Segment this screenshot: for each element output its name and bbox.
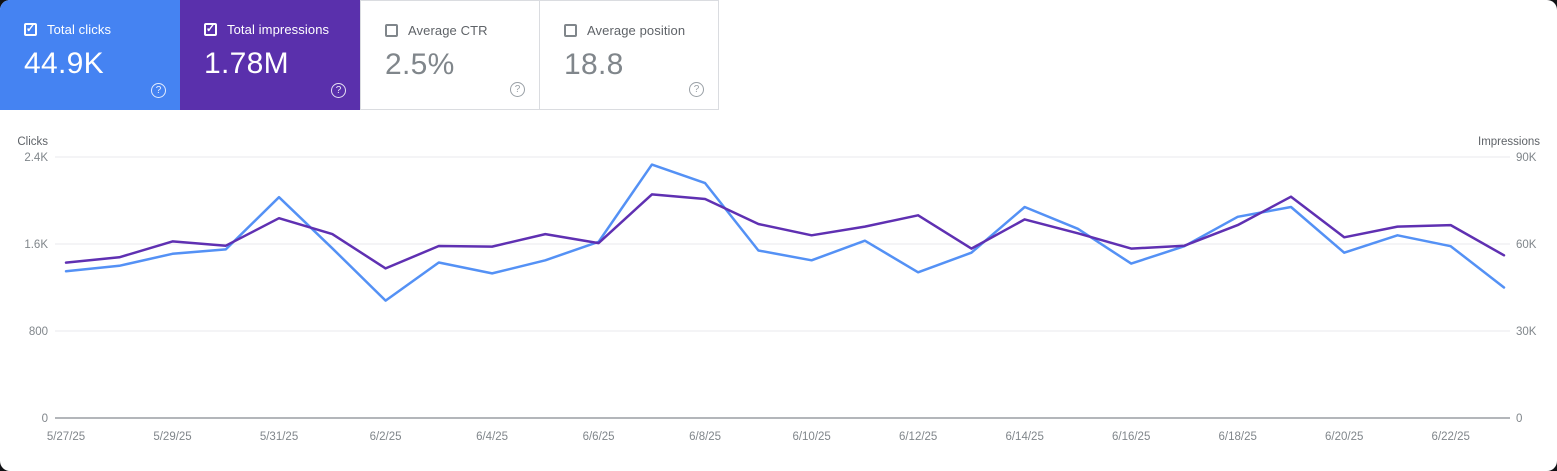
total-impressions-checkbox[interactable]: ✓ xyxy=(204,23,217,36)
clicks-impressions-line-chart[interactable]: Clicks Impressions 2.4K 90K 1.6K 60K 800 30K 0 0 5… xyxy=(0,111,1557,471)
metric-tiles-row: ✓ Total clicks 44.9K ? ✓ Total impressio… xyxy=(0,0,719,110)
average-ctr-header: Average CTR xyxy=(385,23,539,38)
average-position-value: 18.8 xyxy=(564,48,624,81)
total-clicks-tile[interactable]: ✓ Total clicks 44.9K ? xyxy=(0,0,180,110)
average-ctr-checkbox[interactable] xyxy=(385,24,398,37)
total-clicks-label: Total clicks xyxy=(47,22,112,37)
x-axis-tick: 6/8/25 xyxy=(689,431,721,443)
total-impressions-value: 1.78M xyxy=(204,47,289,80)
x-axis-tick: 6/16/25 xyxy=(1112,431,1150,443)
x-axis-tick: 6/14/25 xyxy=(1005,431,1043,443)
right-axis-tick: 0 xyxy=(1516,413,1522,425)
left-axis-tick: 0 xyxy=(42,413,48,425)
left-axis-title: Clicks xyxy=(17,136,48,148)
x-axis-tick: 5/29/25 xyxy=(153,431,191,443)
right-axis-tick: 90K xyxy=(1516,152,1537,164)
right-axis-tick: 30K xyxy=(1516,326,1537,338)
total-clicks-header: ✓ Total clicks xyxy=(24,22,180,37)
impressions-line xyxy=(64,193,1506,270)
average-position-label: Average position xyxy=(587,23,686,38)
average-ctr-label: Average CTR xyxy=(408,23,488,38)
x-axis-tick: 6/12/25 xyxy=(899,431,937,443)
right-axis-tick: 60K xyxy=(1516,239,1537,251)
total-clicks-value: 44.9K xyxy=(24,47,104,80)
x-axis-tick: 6/4/25 xyxy=(476,431,508,443)
help-icon[interactable]: ? xyxy=(689,82,704,97)
average-position-checkbox[interactable] xyxy=(564,24,577,37)
help-icon[interactable]: ? xyxy=(151,83,166,98)
x-axis-tick: 5/31/25 xyxy=(260,431,298,443)
left-axis-tick: 1.6K xyxy=(24,239,48,251)
x-axis-tick: 6/20/25 xyxy=(1325,431,1363,443)
performance-chart[interactable]: Clicks Impressions 2.4K 90K 1.6K 60K 800 30K 0 0 5… xyxy=(0,111,1557,471)
total-impressions-header: ✓ Total impressions xyxy=(204,22,360,37)
x-axis-tick: 6/2/25 xyxy=(370,431,402,443)
average-position-tile[interactable]: Average position 18.8 ? xyxy=(539,0,719,110)
average-ctr-tile[interactable]: Average CTR 2.5% ? xyxy=(360,0,540,110)
x-axis-tick: 6/6/25 xyxy=(583,431,615,443)
help-icon[interactable]: ? xyxy=(510,82,525,97)
average-position-header: Average position xyxy=(564,23,718,38)
average-ctr-value: 2.5% xyxy=(385,48,455,81)
x-axis-tick: 6/18/25 xyxy=(1219,431,1257,443)
left-axis-tick: 800 xyxy=(29,326,48,338)
total-clicks-checkbox[interactable]: ✓ xyxy=(24,23,37,36)
clicks-line xyxy=(64,163,1506,302)
x-axis-tick: 5/27/25 xyxy=(47,431,85,443)
left-axis-tick: 2.4K xyxy=(24,152,48,164)
x-axis-tick: 6/22/25 xyxy=(1432,431,1470,443)
x-axis-tick: 6/10/25 xyxy=(792,431,830,443)
right-axis-title: Impressions xyxy=(1478,136,1540,148)
total-impressions-tile[interactable]: ✓ Total impressions 1.78M ? xyxy=(180,0,360,110)
total-impressions-label: Total impressions xyxy=(227,22,330,37)
help-icon[interactable]: ? xyxy=(331,83,346,98)
